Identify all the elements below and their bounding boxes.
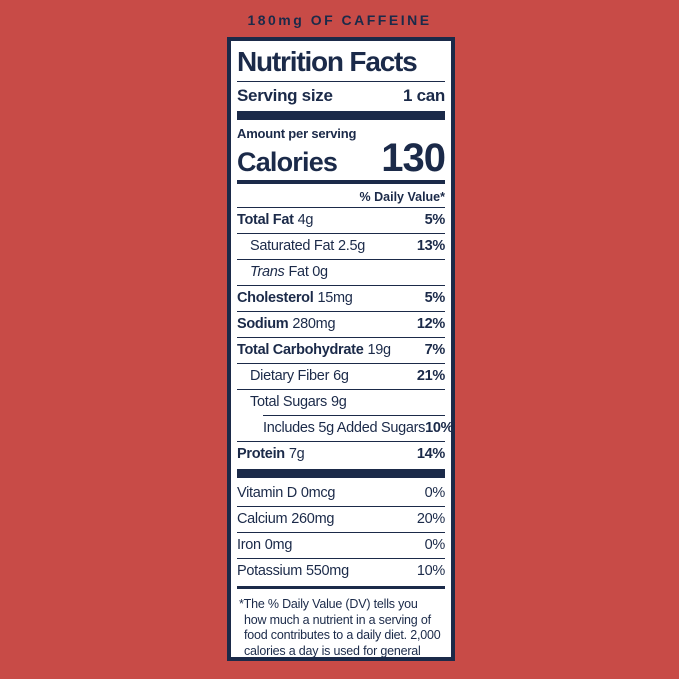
vitamin-row-potassium: Potassium 550mg 10%: [237, 559, 445, 585]
nutrient-amount: 2.5g: [337, 238, 365, 254]
nutrient-row-total-carbohydrate: Total Carbohydrate 19g 7%: [237, 338, 445, 364]
vitamin-row-vitamin-d: Vitamin D 0mcg 0%: [237, 481, 445, 507]
nutrient-name: Total Sugars: [250, 394, 327, 410]
medium-divider-calories: [237, 180, 445, 184]
vitamin-dv: 0%: [424, 537, 446, 553]
nutrient-amount: 19g: [367, 342, 391, 358]
nutrient-row-total-fat: Total Fat 4g 5%: [237, 208, 445, 234]
caffeine-banner: 180mg OF CAFFEINE: [247, 12, 432, 28]
serving-size-label: Serving size: [237, 86, 333, 105]
serving-size-value: 1 can: [403, 86, 445, 105]
nutrient-amount: 9g: [331, 394, 347, 410]
calories-value: 130: [381, 136, 446, 180]
nutrient-row-cholesterol: Cholesterol 15mg 5%: [237, 286, 445, 312]
vitamin-dv: 10%: [416, 563, 445, 579]
nutrient-name: Total Fat: [237, 212, 294, 228]
vitamin-row-iron: Iron 0mg 0%: [237, 533, 445, 559]
nutrient-row-total-sugars: Total Sugars 9g: [237, 390, 445, 416]
nutrient-row-sodium: Sodium 280mg 12%: [237, 312, 445, 338]
serving-size-row: Serving size 1 can: [237, 82, 445, 111]
nutrient-dv: 5%: [424, 290, 446, 306]
nutrient-amount: 280mg: [292, 316, 336, 332]
calories-row: Calories 130: [237, 136, 446, 180]
vitamin-dv: 0%: [424, 485, 446, 501]
vitamin-amount: 260mg: [291, 511, 335, 527]
nutrient-name: Sodium: [237, 316, 289, 332]
vitamin-dv: 20%: [416, 511, 445, 527]
nutrient-dv: 13%: [416, 238, 445, 254]
nutrient-name: Dietary Fiber: [250, 368, 330, 384]
nutrient-name: Trans: [250, 264, 285, 280]
medium-divider-footnote: [237, 586, 445, 589]
nutrition-facts-title: Nutrition Facts: [237, 44, 445, 82]
nutrient-dv: 12%: [416, 316, 445, 332]
nutrient-amount: 6g: [333, 368, 349, 384]
nutrient-row-added-sugars: Includes 5g Added Sugars 10%: [237, 416, 451, 442]
nutrients-section: Total Fat 4g 5% Saturated Fat 2.5g 13% Tra…: [237, 208, 451, 468]
vitamin-row-calcium: Calcium 260mg 20%: [237, 507, 445, 533]
nutrient-name: Cholesterol: [237, 290, 314, 306]
daily-value-header: % Daily Value*: [237, 186, 445, 208]
nutrient-name: Includes 5g Added Sugars: [263, 420, 426, 436]
nutrient-amount: Fat 0g: [288, 264, 329, 280]
nutrient-name: Saturated Fat: [250, 238, 334, 254]
amount-per-serving-label: Amount per serving: [237, 126, 357, 141]
nutrient-dv: 21%: [416, 368, 445, 384]
nutrient-name: Total Carbohydrate: [237, 342, 364, 358]
vitamin-name: Vitamin D: [237, 485, 297, 501]
nutrient-dv: 14%: [416, 446, 445, 462]
nutrient-row-trans-fat: Trans Fat 0g: [237, 260, 445, 286]
nutrient-name: Protein: [237, 446, 285, 462]
daily-value-footnote: *The % Daily Value (DV) tells you how mu…: [239, 597, 441, 658]
nutrient-dv: 10%: [425, 420, 454, 436]
nutrient-dv: 5%: [424, 212, 446, 228]
vitamin-amount: 0mcg: [300, 485, 336, 501]
vitamin-amount: 0mg: [264, 537, 293, 553]
vitamin-name: Potassium: [237, 563, 302, 579]
calories-label: Calories: [237, 147, 338, 177]
vitamins-section: Vitamin D 0mcg 0% Calcium 260mg 20% Iron 0m…: [237, 481, 445, 585]
vitamin-name: Iron: [237, 537, 261, 553]
nutrient-amount: 4g: [297, 212, 314, 228]
nutrition-facts-label: Nutrition Facts Serving size 1 can Amoun…: [227, 37, 455, 661]
nutrient-row-protein: Protein 7g 14%: [237, 442, 445, 468]
nutrient-amount: 15mg: [317, 290, 353, 306]
nutrient-dv: 7%: [424, 342, 446, 358]
nutrient-row-dietary-fiber: Dietary Fiber 6g 21%: [237, 364, 445, 390]
nutrient-amount: 7g: [288, 446, 305, 462]
thick-divider-top: [237, 111, 445, 120]
vitamin-name: Calcium: [237, 511, 288, 527]
nutrient-row-saturated-fat: Saturated Fat 2.5g 13%: [237, 234, 445, 260]
vitamin-amount: 550mg: [306, 563, 349, 579]
thick-divider-protein: [237, 469, 445, 478]
